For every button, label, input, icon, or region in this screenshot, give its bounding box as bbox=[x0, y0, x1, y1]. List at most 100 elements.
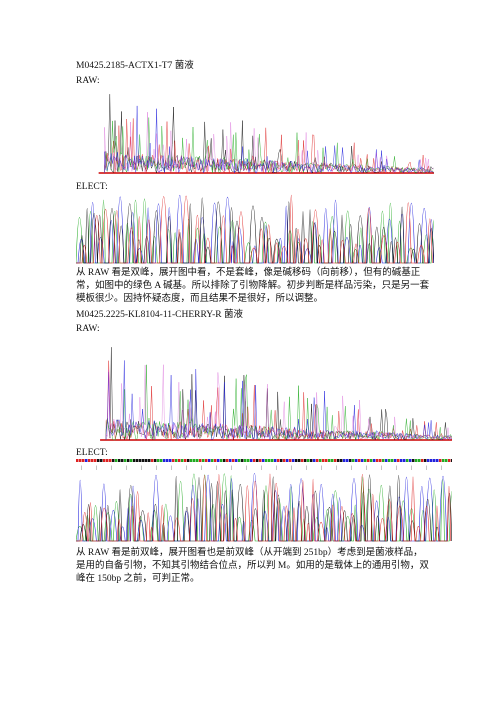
base-call-mark bbox=[151, 459, 154, 462]
sample2-note: 从 RAW 看是前双峰，展开图看也是前双峰（从开端到 251bp）考虑到是菌液样… bbox=[76, 548, 429, 584]
base-call-mark bbox=[118, 459, 121, 462]
base-call-mark bbox=[121, 459, 124, 462]
base-call-mark bbox=[157, 459, 160, 462]
base-call-mark bbox=[250, 459, 253, 462]
base-call-mark bbox=[88, 459, 91, 462]
base-call-mark bbox=[385, 459, 388, 462]
base-call-glyph: | bbox=[380, 465, 383, 471]
base-call-mark bbox=[343, 459, 346, 462]
base-call-mark bbox=[289, 459, 292, 462]
base-call-mark bbox=[154, 459, 157, 462]
base-call-mark bbox=[124, 459, 127, 462]
base-call-mark bbox=[130, 459, 133, 462]
base-call-mark bbox=[406, 459, 409, 462]
base-call-mark bbox=[109, 459, 112, 462]
base-call-mark bbox=[397, 459, 400, 462]
base-call-mark bbox=[148, 459, 151, 462]
base-call-mark bbox=[238, 459, 241, 462]
base-call-glyph: | bbox=[140, 465, 143, 471]
sample1-note: 从 RAW 看是双峰，展开图中看，不是套峰，像是碱移码（向前移），但有的碱基正常… bbox=[76, 268, 430, 304]
raw-trace-line bbox=[105, 364, 452, 441]
base-call-mark bbox=[364, 459, 367, 462]
base-call-mark bbox=[190, 459, 193, 462]
base-call-glyph: | bbox=[245, 465, 248, 471]
base-call-mark bbox=[187, 459, 190, 462]
base-call-mark bbox=[382, 459, 385, 462]
base-call-mark bbox=[166, 459, 169, 462]
base-call-mark bbox=[235, 459, 238, 462]
base-call-mark bbox=[400, 459, 403, 462]
base-call-mark bbox=[325, 459, 328, 462]
base-call-mark bbox=[100, 459, 103, 462]
base-call-glyph: | bbox=[290, 465, 293, 471]
elect-peak-trace bbox=[76, 194, 433, 264]
base-call-mark bbox=[136, 459, 139, 462]
raw-trace-line bbox=[104, 105, 434, 174]
base-call-glyph: | bbox=[185, 465, 188, 471]
base-call-mark bbox=[202, 459, 205, 462]
sample1-title: M0425.2185-ACTX1-T7 菌液 bbox=[76, 61, 194, 71]
base-call-mark bbox=[76, 459, 79, 462]
base-call-mark bbox=[175, 459, 178, 462]
elect-peak-trace bbox=[76, 198, 434, 264]
base-call-mark bbox=[376, 459, 379, 462]
raw-trace-line bbox=[105, 347, 452, 441]
base-call-mark bbox=[358, 459, 361, 462]
base-call-mark bbox=[337, 459, 340, 462]
base-call-mark bbox=[412, 459, 415, 462]
base-call-mark bbox=[160, 459, 163, 462]
base-call-mark bbox=[262, 459, 265, 462]
base-call-mark bbox=[349, 459, 352, 462]
base-call-mark bbox=[373, 459, 376, 462]
base-call-mark bbox=[265, 459, 268, 462]
base-call-mark bbox=[424, 459, 427, 462]
base-call-mark bbox=[244, 459, 247, 462]
elect-peak-trace bbox=[76, 197, 434, 264]
base-call-mark bbox=[379, 459, 382, 462]
base-call-mark bbox=[322, 459, 325, 462]
base-call-mark bbox=[208, 459, 211, 462]
sample2-elect-label: ELECT: bbox=[76, 448, 108, 458]
base-call-mark bbox=[127, 459, 130, 462]
base-call-mark bbox=[442, 459, 445, 462]
base-call-glyph: | bbox=[275, 465, 278, 471]
raw-trace-line bbox=[105, 364, 452, 441]
base-call-mark bbox=[274, 459, 277, 462]
base-call-glyph: | bbox=[410, 465, 413, 471]
base-call-mark bbox=[331, 459, 334, 462]
base-call-mark bbox=[352, 459, 355, 462]
base-call-glyph: | bbox=[260, 465, 263, 471]
base-call-mark bbox=[427, 459, 430, 462]
base-call-mark bbox=[220, 459, 223, 462]
base-call-mark bbox=[292, 459, 295, 462]
raw-trace-line bbox=[104, 118, 434, 174]
raw-trace-line bbox=[104, 112, 434, 174]
base-call-mark bbox=[277, 459, 280, 462]
base-call-mark bbox=[211, 459, 214, 462]
base-call-mark bbox=[415, 459, 418, 462]
base-call-mark bbox=[214, 459, 217, 462]
base-call-mark bbox=[340, 459, 343, 462]
base-call-mark bbox=[451, 459, 452, 462]
base-call-mark bbox=[361, 459, 364, 462]
base-call-mark bbox=[226, 459, 229, 462]
base-call-glyph: | bbox=[350, 465, 353, 471]
base-call-mark bbox=[241, 459, 244, 462]
sample2-raw-trace bbox=[76, 334, 452, 444]
base-call-glyph: | bbox=[425, 465, 428, 471]
base-call-mark bbox=[346, 459, 349, 462]
base-call-mark bbox=[268, 459, 271, 462]
base-call-mark bbox=[310, 459, 313, 462]
base-call-glyph: | bbox=[335, 465, 338, 471]
base-call-mark bbox=[217, 459, 220, 462]
base-call-mark bbox=[436, 459, 439, 462]
base-call-mark bbox=[418, 459, 421, 462]
base-call-mark bbox=[142, 459, 145, 462]
base-call-mark bbox=[316, 459, 319, 462]
base-call-mark bbox=[85, 459, 88, 462]
base-call-mark bbox=[367, 459, 370, 462]
base-call-mark bbox=[280, 459, 283, 462]
base-call-mark bbox=[313, 459, 316, 462]
base-call-mark bbox=[193, 459, 196, 462]
base-call-mark bbox=[259, 459, 262, 462]
